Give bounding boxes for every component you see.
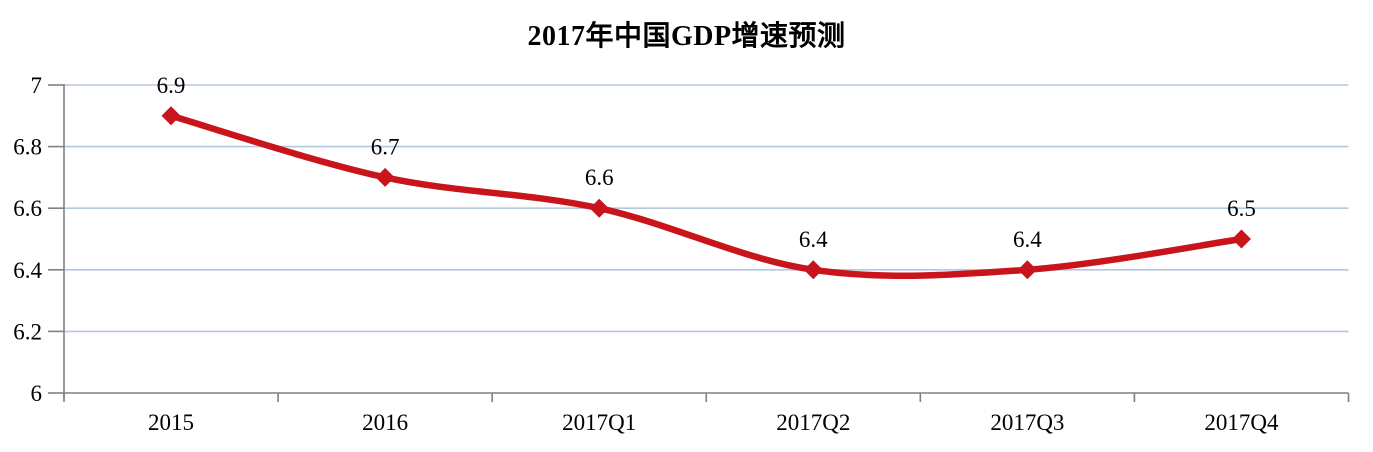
data-point-marker [161, 106, 181, 126]
data-point-marker [375, 167, 395, 187]
data-point-marker [589, 198, 609, 218]
y-tick-label: 6.2 [13, 319, 42, 344]
data-point-marker [803, 260, 823, 280]
x-tick-label: 2015 [148, 410, 194, 435]
y-tick-label: 6.6 [13, 196, 42, 221]
x-tick-label: 2017Q1 [562, 410, 636, 435]
y-tick-label: 6.8 [13, 135, 42, 160]
chart-title: 2017年中国GDP增速预测 [527, 21, 846, 52]
data-point-marker [1017, 260, 1037, 280]
data-point-label: 6.4 [1013, 227, 1042, 252]
gridlines [64, 84, 1349, 333]
data-point-label: 6.5 [1227, 196, 1256, 221]
x-tick-label: 2017Q4 [1204, 410, 1279, 435]
series-gdp-line: 6.9 6.7 6.6 6.4 6.4 6.5 [157, 73, 1256, 280]
axes: 6 6.2 6.4 6.6 6.8 7 2015 2016 2017Q1 2017Q2 2017Q3… [13, 73, 1350, 435]
data-point-label: 6.4 [799, 227, 828, 252]
series-line [167, 112, 1245, 279]
x-tick-label: 2017Q3 [990, 410, 1064, 435]
data-point-marker [1231, 229, 1251, 249]
data-point-label: 6.6 [585, 165, 614, 190]
x-tick-label: 2016 [362, 410, 408, 435]
y-tick-label: 6.4 [13, 258, 42, 283]
y-tick-label: 6 [31, 381, 43, 406]
data-point-label: 6.7 [371, 134, 400, 159]
data-point-label: 6.9 [157, 73, 186, 98]
x-tick-label: 2017Q2 [776, 410, 850, 435]
y-tick-label: 7 [31, 73, 43, 98]
